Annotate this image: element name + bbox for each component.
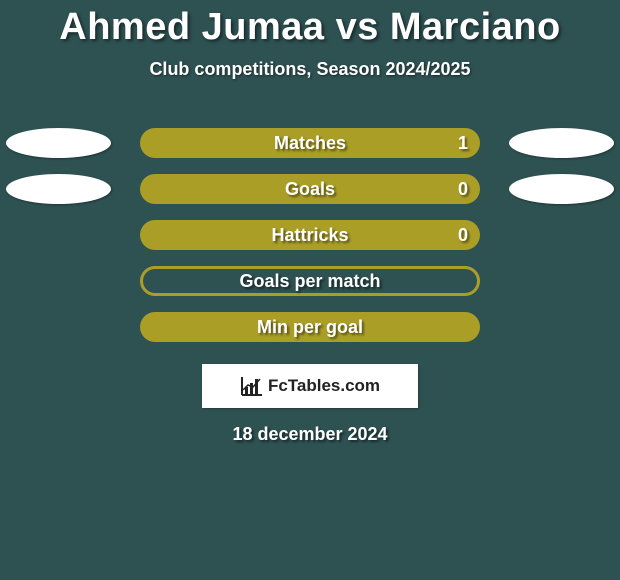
- brand-inner: FcTables.com: [240, 375, 380, 397]
- barchart-icon: [240, 375, 264, 397]
- right-ellipse: [509, 174, 614, 204]
- stat-right-value: 1: [458, 133, 468, 154]
- page-subtitle: Club competitions, Season 2024/2025: [0, 59, 620, 80]
- left-ellipse: [6, 174, 111, 204]
- stat-right-value: 0: [458, 179, 468, 200]
- stat-label: Hattricks: [271, 225, 348, 246]
- stat-label: Matches: [274, 133, 346, 154]
- footer-date: 18 december 2024: [0, 424, 620, 445]
- stat-bar: Hattricks 0: [140, 220, 480, 250]
- stat-label: Goals: [285, 179, 335, 200]
- left-ellipse: [6, 128, 111, 158]
- stat-bar: Min per goal: [140, 312, 480, 342]
- stat-row: Hattricks 0: [0, 212, 620, 258]
- stat-right-value: 0: [458, 225, 468, 246]
- comparison-widget: Ahmed Jumaa vs Marciano Club competition…: [0, 6, 620, 580]
- page-title: Ahmed Jumaa vs Marciano: [0, 6, 620, 49]
- brand-box[interactable]: FcTables.com: [202, 364, 418, 408]
- stat-row: Goals per match: [0, 258, 620, 304]
- stat-label: Goals per match: [239, 271, 380, 292]
- stat-rows: Matches 1 Goals 0 Hattricks 0 Goals per match M…: [0, 120, 620, 350]
- stat-bar: Matches 1: [140, 128, 480, 158]
- stat-label: Min per goal: [257, 317, 363, 338]
- stat-row: Goals 0: [0, 166, 620, 212]
- stat-row: Min per goal: [0, 304, 620, 350]
- stat-bar: Goals 0: [140, 174, 480, 204]
- brand-text: FcTables.com: [268, 376, 380, 396]
- stat-row: Matches 1: [0, 120, 620, 166]
- right-ellipse: [509, 128, 614, 158]
- stat-bar: Goals per match: [140, 266, 480, 296]
